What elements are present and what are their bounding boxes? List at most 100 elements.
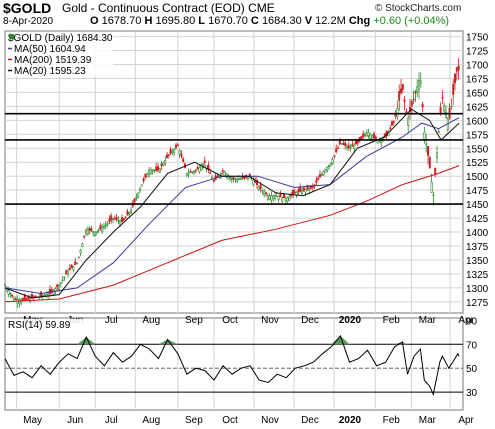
candle-body xyxy=(88,227,91,231)
candle-body xyxy=(126,210,129,216)
candle-body xyxy=(239,178,242,181)
candle-body xyxy=(263,191,266,196)
candle-body xyxy=(372,133,375,138)
price-y-tick-label: 1675 xyxy=(466,74,489,85)
candle-body xyxy=(288,196,291,201)
candle-body xyxy=(180,153,183,157)
candle-body xyxy=(423,131,426,140)
rsi-x-tick-label: Jul xyxy=(105,415,118,426)
price-x-tick-label: Nov xyxy=(261,315,279,326)
rsi-x-tick-label: May xyxy=(23,415,42,426)
candle-body xyxy=(389,127,392,129)
candle-body xyxy=(72,266,75,271)
price-y-tick-label: 1475 xyxy=(466,186,489,197)
candle-body xyxy=(122,218,125,221)
ma-line-ma200 xyxy=(4,165,460,303)
price-x-tick-label: 2020 xyxy=(339,315,362,326)
candle-body xyxy=(193,170,196,174)
candle-body xyxy=(227,175,230,180)
candle-body xyxy=(417,80,420,90)
candle-body xyxy=(140,184,143,187)
candle-body xyxy=(353,145,356,150)
high-label: H xyxy=(144,15,153,27)
candle-body xyxy=(331,159,334,164)
rsi-panel xyxy=(4,317,464,411)
candle-body xyxy=(272,195,275,199)
candle-body xyxy=(203,160,206,163)
price-y-tick-label: 1450 xyxy=(466,200,489,211)
low-label: L xyxy=(198,15,206,27)
candle-body xyxy=(268,195,271,200)
candle-body xyxy=(297,189,300,193)
candle-body xyxy=(401,83,404,90)
candle-body xyxy=(322,171,325,176)
rsi-x-tick-label: Apr xyxy=(458,415,474,426)
candle-body xyxy=(302,187,305,191)
candle-body xyxy=(76,262,79,265)
rsi-y-tick-label: 50 xyxy=(466,364,478,375)
candle-body xyxy=(56,284,59,288)
rsi-x-tick-label: Aug xyxy=(142,415,160,426)
candle-body xyxy=(345,146,348,149)
price-x-tick-label: Aug xyxy=(142,315,160,326)
rsi-x-tick-label: Sep xyxy=(185,415,203,426)
candle-body xyxy=(148,170,151,175)
candle-body xyxy=(428,157,431,169)
price-y-tick-label: 1425 xyxy=(466,214,489,225)
candle-body xyxy=(452,83,455,95)
candle-body xyxy=(52,289,55,295)
candle-body xyxy=(439,107,442,114)
price-x-tick-label: Oct xyxy=(222,315,238,326)
rsi-overbought-fill xyxy=(5,335,460,345)
candle-body xyxy=(405,111,408,114)
rsi-x-tick-label: Jun xyxy=(67,415,83,426)
candle-body xyxy=(48,289,51,294)
legend-entry: MA(200) 1519.39 xyxy=(14,55,92,66)
candle-body xyxy=(367,132,370,137)
candle-body xyxy=(362,133,365,138)
candle-body xyxy=(200,165,203,171)
candle-body xyxy=(398,91,401,101)
candle-body xyxy=(453,73,456,84)
stockcharts-brand: © StockCharts.com xyxy=(375,3,462,14)
candle-body xyxy=(189,170,192,173)
open-value: 1678.70 xyxy=(101,15,142,27)
candle-body xyxy=(444,111,447,118)
ma-line-ma20 xyxy=(4,108,460,299)
candle-body xyxy=(300,190,303,195)
candle-body xyxy=(225,173,228,178)
candle-body xyxy=(421,104,424,108)
price-title: $GOLD (Daily) 1684.30 xyxy=(8,33,113,44)
candle-body xyxy=(326,167,329,171)
candle-body xyxy=(212,179,215,182)
candle-body xyxy=(270,195,273,201)
candle-body xyxy=(333,155,336,157)
candle-body xyxy=(68,267,71,270)
candle-body xyxy=(371,135,374,140)
candle-body xyxy=(74,261,77,265)
legend-swatch-price xyxy=(9,34,14,39)
candle-body xyxy=(281,196,284,202)
candle-body xyxy=(155,166,158,171)
candle-body xyxy=(121,217,124,223)
price-y-tick-label: 1750 xyxy=(466,33,489,44)
candle-body xyxy=(416,86,419,92)
legend-box xyxy=(6,32,113,76)
ohlc-readout: O 1678.70 H 1695.80 L 1670.70 C 1684.30 … xyxy=(90,15,449,27)
candle-body xyxy=(175,145,178,148)
ma-line-ma50 xyxy=(4,117,460,295)
candle-body xyxy=(437,131,440,133)
candle-body xyxy=(410,101,413,106)
candle-body xyxy=(139,188,142,192)
candle-body xyxy=(99,224,102,230)
candle-body xyxy=(347,145,350,149)
close-value: 1684.30 xyxy=(261,15,302,27)
candle-body xyxy=(187,172,190,175)
rsi-line xyxy=(4,334,460,397)
open-label: O xyxy=(90,15,99,27)
chart-header: $GOLD Gold - Continuous Contract (EOD) C… xyxy=(0,0,495,30)
candle-body xyxy=(110,215,113,221)
candle-body xyxy=(425,143,428,145)
price-y-tick-label: 1700 xyxy=(466,61,489,72)
